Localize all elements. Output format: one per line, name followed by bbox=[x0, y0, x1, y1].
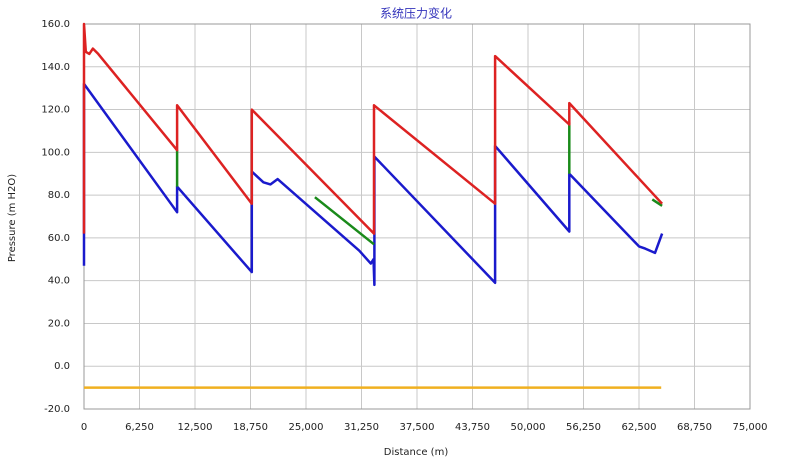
y-axis-label: Pressure (m H2O) bbox=[7, 174, 18, 262]
series-line bbox=[82, 82, 664, 287]
x-tick-label: 31,250 bbox=[344, 422, 379, 433]
x-tick-label: 37,500 bbox=[400, 422, 435, 433]
x-axis-label: Distance (m) bbox=[384, 447, 449, 458]
series-line bbox=[82, 22, 664, 235]
chart-title: 系统压力变化 bbox=[380, 6, 452, 21]
x-tick-label: 6,250 bbox=[125, 422, 154, 433]
x-tick-label: 12,500 bbox=[178, 422, 213, 433]
x-tick-label: 75,000 bbox=[733, 422, 768, 433]
y-tick-label: 60.0 bbox=[48, 233, 70, 244]
y-tick-label: 100.0 bbox=[41, 147, 70, 158]
x-tick-label: 43,750 bbox=[455, 422, 490, 433]
y-tick-label: 20.0 bbox=[48, 318, 70, 329]
x-tick-label: 68,750 bbox=[677, 422, 712, 433]
x-tick-label: 25,000 bbox=[289, 422, 324, 433]
x-tick-label: 18,750 bbox=[233, 422, 268, 433]
y-tick-label: 140.0 bbox=[41, 62, 70, 73]
y-tick-label: -20.0 bbox=[44, 404, 70, 415]
y-tick-label: 120.0 bbox=[41, 105, 70, 116]
y-tick-label: 0.0 bbox=[54, 361, 70, 372]
x-tick-label: 62,500 bbox=[622, 422, 657, 433]
series-line bbox=[175, 122, 663, 246]
x-tick-label: 50,000 bbox=[511, 422, 546, 433]
y-tick-label: 80.0 bbox=[48, 190, 70, 201]
y-tick-label: 40.0 bbox=[48, 276, 70, 287]
y-tick-label: 160.0 bbox=[41, 19, 70, 30]
x-tick-label: 0 bbox=[81, 422, 87, 433]
x-tick-label: 56,250 bbox=[566, 422, 601, 433]
